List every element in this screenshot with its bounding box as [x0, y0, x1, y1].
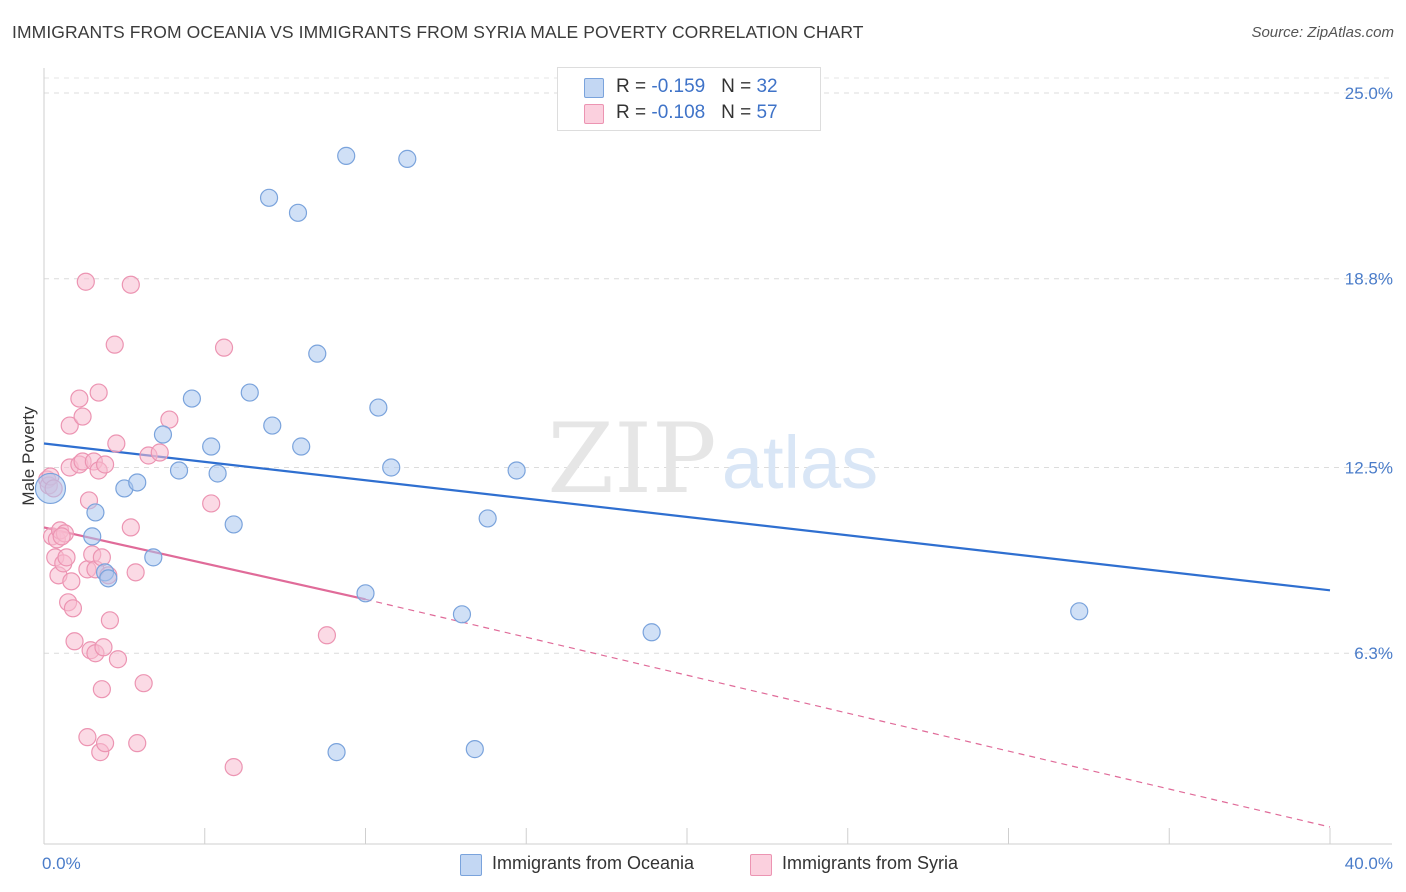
point-oceania — [398, 149, 417, 168]
legend-text-syria: R = -0.108 N = 57 — [616, 102, 778, 124]
point-syria — [134, 674, 153, 693]
point-syria — [107, 434, 126, 453]
point-syria — [94, 638, 113, 657]
point-syria — [317, 626, 337, 645]
point-syria — [92, 548, 111, 567]
point-syria — [89, 383, 108, 402]
point-syria — [95, 734, 115, 753]
point-oceania — [182, 389, 201, 408]
axes — [43, 68, 1392, 845]
point-syria — [128, 734, 147, 753]
point-oceania — [169, 461, 189, 480]
legend-text-oceania: R = -0.159 N = 32 — [616, 76, 778, 98]
point-syria — [78, 728, 97, 747]
point-syria — [214, 338, 234, 357]
y-tick-labels: 6.3% 12.5% 18.8% 25.0% — [1345, 84, 1393, 663]
point-oceania — [224, 515, 243, 534]
point-oceania — [478, 509, 497, 528]
point-syria — [108, 650, 128, 669]
y-tick-label: 6.3% — [1354, 644, 1393, 663]
point-syria — [160, 410, 179, 429]
legend-r-value: -0.108 — [651, 102, 706, 123]
point-syria — [105, 335, 124, 354]
point-syria — [202, 494, 221, 513]
point-syria — [126, 563, 145, 582]
legend-r-label: R = — [616, 102, 652, 123]
y-tick-label: 25.0% — [1345, 84, 1393, 103]
legend-swatch-syria — [584, 104, 604, 124]
point-syria — [73, 407, 92, 426]
point-oceania — [83, 527, 102, 546]
point-syria — [57, 548, 76, 567]
point-oceania — [86, 503, 105, 522]
point-oceania — [337, 146, 356, 165]
point-oceania — [356, 584, 375, 603]
point-syria — [70, 389, 89, 408]
legend-swatch-oceania — [584, 78, 604, 98]
bottom-legend-swatch-syria — [750, 854, 772, 876]
point-syria — [150, 443, 169, 462]
point-oceania — [34, 472, 67, 505]
point-syria — [121, 275, 140, 294]
point-syria — [65, 632, 84, 651]
point-oceania — [288, 203, 308, 222]
grid-lines — [44, 77, 1392, 654]
legend-n-label: N = — [721, 76, 757, 97]
point-oceania — [202, 437, 221, 456]
point-syria — [63, 599, 83, 618]
legend-r-label: R = — [616, 76, 652, 97]
point-oceania — [452, 605, 472, 624]
correlation-legend: R = -0.159 N = 32 R = -0.108 N = 57 — [557, 67, 821, 131]
legend-n-label: N = — [721, 102, 757, 123]
point-oceania — [263, 416, 282, 435]
point-syria — [60, 416, 79, 435]
x-tick-label: 0.0% — [42, 854, 81, 873]
point-oceania — [153, 425, 173, 444]
point-syria — [62, 572, 81, 591]
point-oceania — [99, 569, 118, 588]
point-oceania — [642, 623, 661, 642]
point-oceania — [128, 473, 147, 492]
point-oceania — [382, 458, 401, 477]
point-syria — [92, 680, 111, 699]
point-syria — [76, 272, 95, 291]
chart-title: IMMIGRANTS FROM OCEANIA VS IMMIGRANTS FR… — [12, 22, 864, 42]
point-syria — [52, 527, 71, 546]
point-syria — [121, 518, 140, 537]
legend-r-value: -0.159 — [651, 76, 706, 97]
y-axis-label: Male Poverty — [19, 406, 38, 506]
point-oceania — [259, 188, 279, 207]
source-label: Source: ZipAtlas.com — [1251, 24, 1394, 41]
point-oceania — [292, 437, 311, 456]
point-oceania — [144, 548, 163, 567]
y-tick-label: 18.8% — [1345, 270, 1393, 289]
watermark-atlas: atlas — [722, 421, 878, 504]
bottom-legend-swatch-oceania — [460, 854, 482, 876]
y-tick-label: 12.5% — [1345, 458, 1393, 477]
bottom-legend-label-oceania: Immigrants from Oceania — [492, 853, 695, 873]
x-tick-label: 40.0% — [1345, 854, 1393, 873]
x-tick-labels: 0.0% 40.0% — [42, 854, 1393, 873]
point-oceania — [308, 344, 327, 363]
point-oceania — [465, 740, 484, 759]
point-oceania — [240, 383, 259, 402]
watermark: ZIP atlas — [547, 403, 878, 515]
point-oceania — [1070, 602, 1089, 621]
point-syria — [224, 757, 243, 777]
point-syria — [100, 611, 120, 630]
watermark-zip: ZIP — [547, 403, 716, 515]
data-points — [34, 146, 1089, 777]
legend-n-value: 57 — [756, 102, 778, 123]
trend-line-syria-dashed — [365, 598, 1331, 828]
legend-n-value: 32 — [756, 76, 778, 97]
point-oceania — [327, 743, 346, 762]
point-syria — [95, 455, 115, 474]
point-oceania — [208, 464, 227, 483]
trend-line-oceania — [43, 442, 1331, 592]
bottom-legend-label-syria: Immigrants from Syria — [782, 853, 959, 873]
point-oceania — [507, 461, 526, 480]
point-oceania — [369, 398, 388, 417]
